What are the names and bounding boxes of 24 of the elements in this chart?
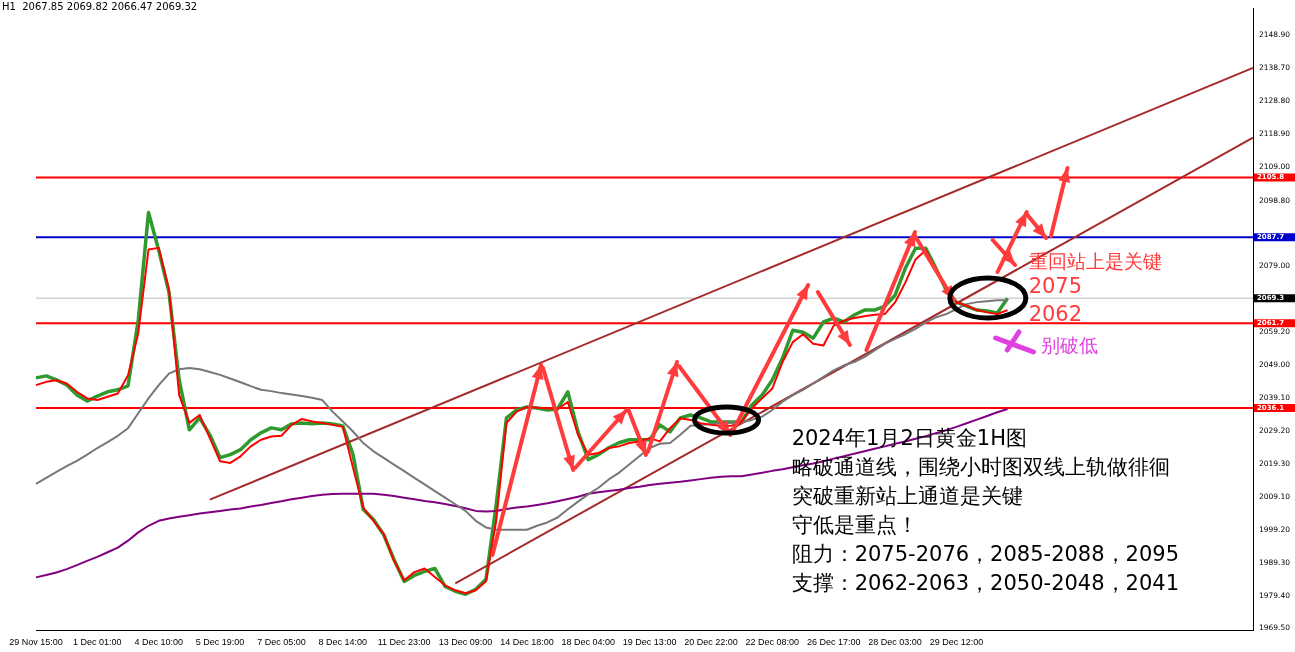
- annotation: 2075: [1028, 274, 1083, 299]
- annotation: 突破重新站上通道是关键: [791, 484, 1023, 509]
- x-tick-label: 20 Dec 22:00: [684, 636, 738, 647]
- x-tick-label: 14 Dec 18:00: [500, 636, 554, 647]
- annotation: 支撑：2062-2063，2050-2048，2041: [791, 571, 1180, 596]
- annotation: 守低是重点！: [791, 513, 918, 538]
- x-tick-label: 22 Dec 08:00: [745, 636, 800, 647]
- x-tick-label: 18 Dec 04:00: [561, 636, 616, 647]
- annotation: H1 2067.85 2069.82 2066.47 2069.32: [2, 0, 198, 12]
- x-tick-label: 28 Dec 03:00: [868, 636, 922, 647]
- x-tick-label: 4 Dec 10:00: [134, 636, 183, 647]
- x-tick-label: 29 Dec 12:00: [929, 636, 984, 647]
- x-tick-label: 5 Dec 19:00: [195, 636, 245, 647]
- annotation: 别破低: [1041, 333, 1099, 356]
- x-tick-label: 1 Dec 01:00: [73, 636, 122, 647]
- x-tick-label: 19 Dec 13:00: [622, 636, 677, 647]
- x-tick-label: 7 Dec 05:00: [257, 636, 306, 647]
- annotation: 阻力：2075-2076，2085-2088，2095: [791, 542, 1180, 567]
- x-tick-label: 13 Dec 09:00: [438, 636, 493, 647]
- x-tick-label: 29 Nov 15:00: [9, 636, 63, 647]
- x-tick-label: 8 Dec 14:00: [318, 636, 368, 647]
- x-tick-label: 26 Dec 17:00: [806, 636, 861, 647]
- annotation: 2062: [1028, 302, 1083, 327]
- x-tick-label: 11 Dec 23:00: [377, 636, 431, 647]
